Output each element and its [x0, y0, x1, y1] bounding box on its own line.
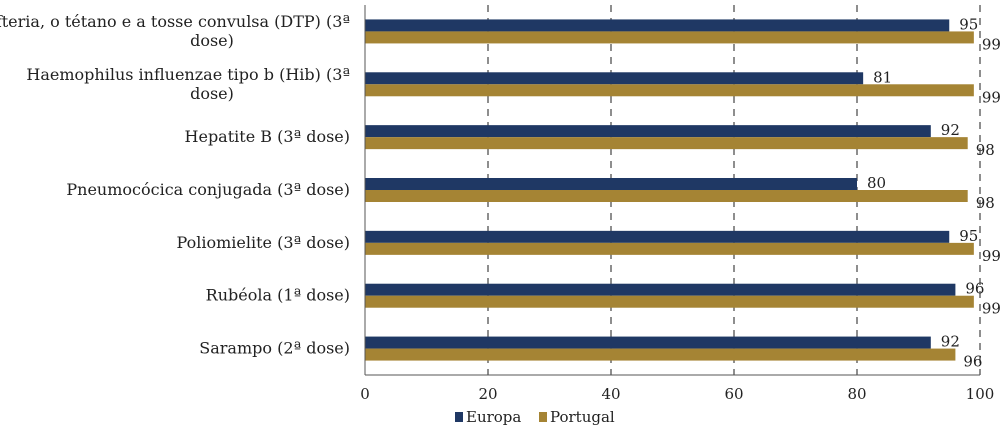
category-label-0-0: Difteria, o tétano e a tosse convulsa (D…	[0, 12, 350, 31]
x-tick-20: 20	[478, 385, 497, 403]
data-label-portugal-0: 99	[982, 35, 1001, 53]
x-tick-0: 0	[360, 385, 370, 403]
bar-portugal-6	[365, 348, 956, 361]
bars	[365, 19, 974, 361]
legend-label-portugal: Portugal	[550, 408, 615, 426]
bar-portugal-2	[365, 137, 968, 150]
x-tick-40: 40	[601, 385, 620, 403]
data-label-europa-2: 92	[941, 121, 960, 139]
bar-portugal-1	[365, 84, 974, 97]
data-label-europa-0: 95	[959, 15, 978, 33]
legend-swatch-europa	[455, 412, 463, 422]
x-tick-80: 80	[847, 385, 866, 403]
bar-europa-5	[365, 283, 956, 296]
x-tick-100: 100	[966, 385, 995, 403]
bar-europa-0	[365, 19, 950, 32]
bar-europa-1	[365, 72, 864, 85]
category-label-1-0: Haemophilus influenzae tipo b (Hib) (3ª	[26, 65, 350, 84]
category-label-3-0: Pneumocócica conjugada (3ª dose)	[66, 180, 350, 199]
data-label-europa-3: 80	[867, 174, 886, 192]
bar-portugal-0	[365, 31, 974, 44]
data-label-europa-5: 96	[965, 280, 984, 298]
category-label-5-0: Rubéola (1ª dose)	[206, 286, 350, 305]
data-label-portugal-5: 99	[982, 300, 1001, 318]
category-label-1-1: dose)	[190, 84, 234, 103]
bar-portugal-5	[365, 295, 974, 308]
data-label-portugal-3: 98	[976, 194, 995, 212]
bar-europa-3	[365, 178, 857, 190]
data-label-europa-4: 95	[959, 227, 978, 245]
bar-europa-4	[365, 230, 950, 243]
category-label-2-0: Hepatite B (3ª dose)	[185, 127, 350, 146]
data-label-portugal-2: 98	[976, 141, 995, 159]
bar-europa-2	[365, 125, 931, 138]
legend-swatch-portugal	[539, 412, 547, 422]
bar-portugal-4	[365, 242, 974, 255]
axis	[364, 5, 980, 376]
data-label-europa-1: 81	[873, 68, 892, 86]
data-label-portugal-1: 99	[982, 88, 1001, 106]
data-label-portugal-4: 99	[982, 247, 1001, 265]
data-label-portugal-6: 96	[963, 353, 982, 371]
bar-portugal-3	[365, 190, 968, 202]
legend-label-europa: Europa	[466, 408, 521, 426]
category-labels: Difteria, o tétano e a tosse convulsa (D…	[0, 12, 350, 358]
category-label-0-1: dose)	[190, 31, 234, 50]
category-label-6-0: Sarampo (2ª dose)	[199, 339, 350, 358]
x-tick-60: 60	[724, 385, 743, 403]
data-label-europa-6: 92	[941, 333, 960, 351]
bar-europa-6	[365, 336, 931, 349]
category-label-4-0: Poliomielite (3ª dose)	[177, 233, 351, 252]
legend: Europa Portugal	[455, 408, 615, 426]
x-tick-labels: 0 20 40 60 80 100	[360, 385, 994, 403]
